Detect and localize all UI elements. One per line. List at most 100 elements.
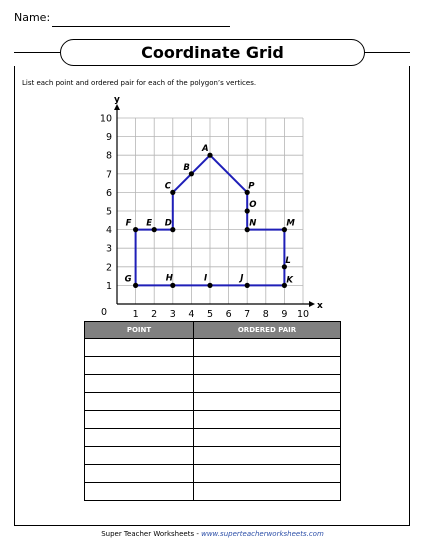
y-tick-label: 8	[106, 151, 112, 162]
x-tick-label: 6	[226, 309, 232, 320]
instructions: List each point and ordered pair for eac…	[22, 79, 257, 87]
vertex-point	[170, 282, 176, 288]
ordered-pair-cell[interactable]	[193, 392, 341, 411]
ordered-pair-cell[interactable]	[193, 338, 341, 357]
title-rule-right	[362, 52, 410, 53]
vertex-label: B	[183, 163, 189, 173]
vertex-point	[207, 282, 213, 288]
footer-url[interactable]: www.superteacherworksheets.com	[201, 530, 324, 538]
x-tick-label: 2	[151, 309, 157, 320]
vertex-point	[244, 208, 250, 214]
vertex-point	[244, 189, 250, 195]
table-row	[84, 446, 341, 465]
vertex-label: O	[249, 200, 256, 210]
ordered-pair-cell[interactable]	[193, 446, 341, 465]
vertex-point	[188, 171, 194, 177]
table-row	[84, 356, 341, 375]
vertex-point	[133, 282, 139, 288]
axes: xy	[114, 95, 323, 311]
table-row	[84, 428, 341, 447]
vertex-point	[170, 227, 176, 233]
ordered-pair-cell[interactable]	[193, 482, 341, 501]
vertex-label: F	[126, 219, 132, 229]
point-cell[interactable]	[84, 464, 194, 483]
vertex-label: I	[204, 273, 207, 283]
vertex-label: G	[125, 274, 132, 284]
footer-text: Super Teacher Worksheets -	[101, 530, 202, 538]
worksheet-frame	[14, 66, 410, 526]
x-tick-label: 4	[188, 309, 194, 320]
x-axis-label: x	[317, 301, 323, 311]
name-line[interactable]	[52, 26, 230, 27]
point-cell[interactable]	[84, 356, 194, 375]
table-row	[84, 410, 341, 429]
vertex-label: L	[285, 256, 290, 266]
y-tick-label: 4	[106, 225, 112, 236]
vertex-label: J	[238, 273, 243, 283]
ordered-pair-cell[interactable]	[193, 356, 341, 375]
vertex-point	[170, 189, 176, 195]
page-title: Coordinate Grid	[60, 39, 365, 66]
x-tick-label: 9	[281, 309, 287, 320]
answer-table: POINT ORDERED PAIR	[84, 321, 341, 501]
vertex-label: N	[249, 219, 256, 229]
vertex-label: K	[286, 275, 294, 285]
x-axis-arrow	[309, 301, 315, 307]
ordered-pair-cell[interactable]	[193, 464, 341, 483]
point-cell[interactable]	[84, 392, 194, 411]
vertex-label: C	[165, 181, 172, 191]
y-axis-label: y	[114, 95, 120, 105]
y-tick-label: 3	[106, 244, 112, 255]
origin-label: 0	[101, 307, 107, 318]
x-tick-label: 1	[133, 309, 139, 320]
table-row	[84, 338, 341, 357]
col-header-ordered-pair: ORDERED PAIR	[193, 321, 341, 339]
vertex-label: M	[286, 219, 295, 229]
x-tick-label: 5	[207, 309, 213, 320]
y-tick-label: 9	[106, 132, 112, 143]
vertex-label: D	[165, 219, 172, 229]
title-rule-left	[14, 52, 64, 53]
y-tick-label: 10	[100, 114, 112, 125]
y-tick-label: 7	[106, 169, 112, 180]
vertex-point	[151, 227, 157, 233]
point-cell[interactable]	[84, 446, 194, 465]
footer: Super Teacher Worksheets - www.superteac…	[0, 530, 425, 538]
col-header-point: POINT	[84, 321, 194, 339]
x-tick-label: 7	[244, 309, 250, 320]
vertex-point	[281, 227, 287, 233]
vertex-point	[133, 227, 139, 233]
x-tick-label: 8	[263, 309, 269, 320]
x-tick-label: 10	[297, 309, 309, 320]
vertex-label: H	[166, 273, 173, 283]
table-row	[84, 374, 341, 393]
vertex-label: P	[248, 181, 255, 191]
point-cell[interactable]	[84, 428, 194, 447]
tick-labels: 1 2 3 4 5 6 7 8 9 10 1 2 3 4 5 6 7 8 9 10 0	[100, 114, 309, 321]
vertex-point	[207, 152, 213, 158]
table-row	[84, 464, 341, 483]
vertex-label: A	[201, 144, 209, 154]
point-cell[interactable]	[84, 338, 194, 357]
point-cell[interactable]	[84, 374, 194, 393]
ordered-pair-cell[interactable]	[193, 428, 341, 447]
ordered-pair-cell[interactable]	[193, 410, 341, 429]
vertex-point	[281, 264, 287, 270]
grid-lines	[117, 117, 304, 304]
table-header-row: POINT ORDERED PAIR	[84, 321, 341, 339]
point-cell[interactable]	[84, 410, 194, 429]
y-tick-label: 2	[106, 262, 112, 273]
vertex-point	[281, 282, 287, 288]
point-cell[interactable]	[84, 482, 194, 501]
y-tick-label: 6	[106, 188, 112, 199]
vertex-point	[244, 282, 250, 288]
y-tick-label: 5	[106, 207, 112, 218]
vertex-points: A B C D E F G H I J KL M NOP	[125, 144, 295, 288]
ordered-pair-cell[interactable]	[193, 374, 341, 393]
vertex-label: E	[146, 219, 152, 229]
table-row	[84, 392, 341, 411]
y-tick-label: 1	[106, 281, 112, 292]
table-row	[84, 482, 341, 501]
x-tick-label: 3	[170, 309, 176, 320]
